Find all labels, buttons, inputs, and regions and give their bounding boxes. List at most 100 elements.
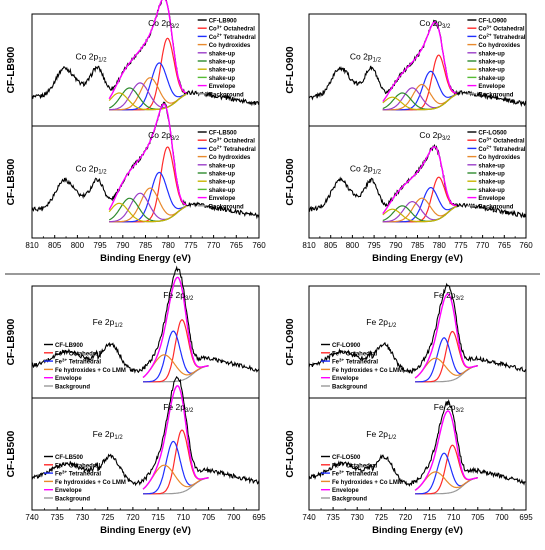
legend-label-charge: 3+ <box>217 137 223 142</box>
x-axis-title: Binding Energy (eV) <box>372 525 463 536</box>
x-tick-label: 720 <box>126 513 140 522</box>
peak-label-subscript: 1/2 <box>388 435 397 441</box>
legend-label-element: Co <box>478 35 486 41</box>
x-tick-label: 715 <box>151 513 165 522</box>
legend-label: Co3+ Octahedral <box>209 25 255 33</box>
peak-label-text: Fe 2p <box>366 317 388 327</box>
background-line <box>143 477 209 495</box>
legend-label: Fe hydroxides + Co LMM <box>55 368 126 374</box>
peak-label-1-2: Fe 2p1/2 <box>93 429 124 441</box>
x-tick-label: 695 <box>252 513 266 522</box>
y-axis-label: CF-LO900 <box>285 318 296 366</box>
legend-label-site: Tetrahedral <box>344 360 378 366</box>
fit-peak-shakeup3 <box>108 92 187 111</box>
x-tick-label: 775 <box>184 241 198 250</box>
peak-label-subscript: 3/2 <box>456 296 465 302</box>
peak-label-1-2: Fe 2p1/2 <box>366 317 397 329</box>
peak-label-text: Co 2p <box>148 130 171 140</box>
peak-label-3-2: Fe 2p3/2 <box>434 402 465 414</box>
x-tick-label: 795 <box>93 241 107 250</box>
legend-label-charge: 2+ <box>217 33 223 38</box>
peak-label-1-2: Co 2p1/2 <box>76 51 108 63</box>
spectrum-line <box>308 282 527 374</box>
legend-label-site: Tetrahedral <box>67 472 101 478</box>
spectrum-line <box>308 398 527 487</box>
legend-label: shake-up <box>209 172 236 178</box>
peak-label-3-2: Co 2p3/2 <box>148 130 180 142</box>
legend-label-charge: 3+ <box>62 469 68 474</box>
peak-label-subscript: 1/2 <box>114 435 123 441</box>
x-axis-co: 810 805 800 795 790 785 780 775 770 765 760 Binding… <box>302 235 533 264</box>
x-tick-label: 695 <box>519 513 533 522</box>
legend-label: shake-up <box>209 163 236 169</box>
fit-peak-hydroxides <box>109 77 187 111</box>
fit-peak-tetrahedral <box>382 70 457 111</box>
fit-peak-tetrahedral <box>415 452 478 495</box>
legend-label: Co2+ Tetrahedral <box>478 33 525 41</box>
x-tick-label: 795 <box>367 241 381 250</box>
peak-label-subscript: 1/2 <box>388 323 397 329</box>
fit-peak-octahedral <box>109 37 187 111</box>
peak-label-1-2: Co 2p1/2 <box>350 164 382 176</box>
x-tick-label: 705 <box>202 513 216 522</box>
legend-label: Fe hydroxides + Co LMM <box>332 480 403 486</box>
legend-label: Co2+ Tetrahedral <box>478 145 525 153</box>
legend-label: Co hydroxides <box>478 155 520 161</box>
envelope-line <box>108 103 187 211</box>
peak-label-text: Co 2p <box>419 130 442 140</box>
x-tick-label: 700 <box>227 513 241 522</box>
legend-label-element: Co <box>478 147 486 153</box>
legend-label: Envelope <box>209 84 236 90</box>
x-tick-label: 730 <box>351 513 365 522</box>
legend-label: CF-LO500 <box>332 455 361 461</box>
legend-label-element: Fe <box>55 351 63 357</box>
legend-label: Envelope <box>332 376 359 382</box>
x-tick-label: 730 <box>76 513 90 522</box>
spectrum-line <box>31 0 260 107</box>
legend-label: shake-up <box>478 76 505 82</box>
envelope-line <box>108 0 187 100</box>
legend-label: Background <box>209 204 244 210</box>
x-tick-label: 770 <box>476 241 490 250</box>
fit-peak-shakeup3 <box>108 202 187 223</box>
x-tick-label: 785 <box>411 241 425 250</box>
legend-label-element: Co <box>209 139 217 145</box>
y-axis-label: CF-LO500 <box>285 158 296 206</box>
x-tick-label: 760 <box>252 241 266 250</box>
x-tick-label: 710 <box>447 513 461 522</box>
peak-label-3-2: Fe 2p3/2 <box>163 402 194 414</box>
y-axis-label: CF-LB900 <box>6 46 17 93</box>
peak-label-3-2: Co 2p3/2 <box>148 18 180 30</box>
legend-label: Fe3+ Octahedral <box>332 461 378 469</box>
legend-label: shake-up <box>209 188 236 194</box>
peak-label-subscript: 3/2 <box>442 24 451 30</box>
x-axis-title: Binding Energy (eV) <box>100 253 191 264</box>
legend-label-charge: 3+ <box>339 461 345 466</box>
x-axis-fe: 740 735 730 725 720 715 710 705 700 695 Binding En… <box>25 507 266 536</box>
legend-label: CF-LO900 <box>478 19 507 25</box>
x-axis-co: 810 805 800 795 790 785 780 775 770 765 760 Binding… <box>25 235 266 264</box>
peak-label-subscript: 3/2 <box>185 296 194 302</box>
peak-label-3-2: Co 2p3/2 <box>419 130 451 142</box>
fit-peak-hydroxides <box>382 83 457 111</box>
legend-label-site: Octahedral <box>67 351 100 357</box>
x-tick-label: 740 <box>302 513 316 522</box>
legend-label: Co3+ Octahedral <box>478 137 524 145</box>
legend-label: shake-up <box>478 68 505 74</box>
legend-label-site: Octahedral <box>492 27 525 33</box>
legend-label: Envelope <box>55 488 82 494</box>
legend-label-element: Co <box>209 147 217 153</box>
legend-label: Fe3+ Tetrahedral <box>55 469 101 477</box>
envelope-line <box>414 293 478 379</box>
legend-label-site: Octahedral <box>492 139 525 145</box>
x-axis-title: Binding Energy (eV) <box>372 253 463 264</box>
x-tick-label: 765 <box>230 241 244 250</box>
peak-label-text: Co 2p <box>76 163 99 173</box>
legend-label-charge: 3+ <box>339 469 345 474</box>
envelope-line <box>142 385 209 490</box>
peak-label-subscript: 3/2 <box>442 136 451 142</box>
legend-label: CF-LO500 <box>478 131 507 137</box>
